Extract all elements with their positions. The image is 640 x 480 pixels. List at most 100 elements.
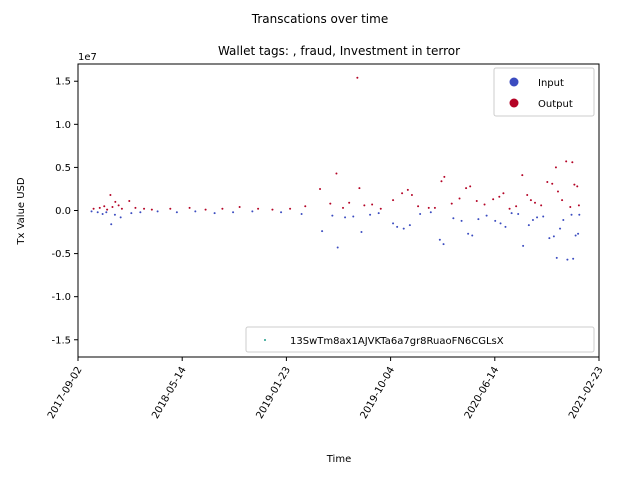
point-input-13	[232, 211, 235, 214]
point-output-49	[502, 192, 505, 195]
point-input-48	[542, 215, 545, 218]
point-output-18	[257, 207, 260, 210]
point-output-20	[289, 207, 292, 210]
point-input-28	[408, 224, 411, 227]
point-input-51	[555, 256, 558, 259]
point-input-9	[156, 210, 159, 213]
point-input-21	[352, 215, 355, 218]
x-tick-label-4: 2020-06-14	[463, 365, 502, 421]
point-output-17	[238, 206, 241, 209]
point-input-59	[578, 213, 581, 216]
legend-top-box	[493, 67, 595, 117]
point-input-16	[300, 212, 303, 215]
point-input-44	[522, 244, 525, 247]
chart-suptitle: Transcations over time	[251, 12, 388, 26]
point-input-40	[499, 222, 502, 225]
legend-bottom: 13SwTm8ax1AJVKTa6a7gr8RuaoFN6CGLsX	[245, 326, 595, 353]
chart-title: Wallet tags: , fraud, Investment in terr…	[218, 44, 460, 58]
point-input-33	[452, 217, 455, 220]
point-input-15	[280, 211, 283, 214]
point-output-6	[114, 200, 117, 203]
point-output-5	[111, 206, 114, 209]
point-input-0	[90, 210, 93, 213]
point-input-39	[494, 219, 497, 222]
y-tick-label-5: 1.0	[55, 120, 71, 131]
x-tick-label-1: 2018-05-14	[150, 365, 189, 421]
point-input-20	[344, 216, 347, 219]
y-offset-label: 1e7	[78, 52, 97, 63]
point-input-34	[460, 219, 463, 222]
point-output-66	[576, 185, 579, 188]
point-input-5	[113, 213, 116, 216]
legend-output-marker	[509, 98, 519, 108]
point-input-10	[175, 211, 178, 214]
point-output-41	[450, 202, 453, 205]
point-output-22	[319, 187, 322, 190]
point-input-37	[477, 218, 480, 221]
point-input-30	[429, 211, 432, 214]
point-output-21	[304, 205, 307, 208]
legend-top: Input Output	[493, 67, 595, 117]
point-output-0	[92, 207, 95, 210]
point-output-50	[508, 207, 511, 210]
point-output-4	[109, 193, 112, 196]
point-output-15	[204, 208, 207, 211]
y-tick-label-3: 0.0	[55, 206, 71, 217]
y-tick-label-2: -0.5	[51, 249, 71, 260]
point-output-32	[392, 199, 395, 202]
point-output-40	[443, 175, 446, 178]
point-input-24	[377, 212, 380, 215]
point-output-25	[342, 206, 345, 209]
point-output-33	[401, 192, 404, 195]
point-output-62	[565, 160, 568, 163]
point-output-53	[526, 193, 529, 196]
point-output-8	[120, 207, 123, 210]
legend-input-marker	[509, 77, 519, 87]
y-tick-label-1: -1.0	[51, 292, 71, 303]
point-input-22	[360, 231, 363, 234]
point-input-7	[130, 212, 133, 215]
point-output-3	[106, 208, 109, 211]
point-output-24	[335, 172, 338, 175]
point-input-45	[527, 224, 530, 227]
legend-input-label: Input	[538, 78, 564, 89]
point-output-44	[469, 185, 472, 188]
point-output-63	[569, 206, 572, 209]
y-axis-ticks: -1.5 -1.0 -0.5 0.0 0.5 1.0 1.5	[51, 77, 78, 346]
point-output-10	[134, 206, 137, 209]
x-tick-label-3: 2019-10-04	[359, 365, 398, 421]
point-output-52	[521, 174, 524, 177]
point-input-4	[110, 223, 113, 226]
point-input-53	[562, 218, 565, 221]
point-output-58	[551, 182, 554, 185]
point-output-28	[358, 187, 361, 190]
point-input-26	[396, 225, 399, 228]
point-input-2	[101, 212, 104, 215]
legend-bottom-box	[245, 326, 595, 353]
point-input-35	[467, 232, 470, 235]
point-output-59	[554, 166, 557, 169]
point-output-65	[573, 183, 576, 186]
point-output-34	[406, 188, 409, 191]
point-output-23	[329, 202, 332, 205]
point-input-55	[570, 213, 573, 216]
point-output-54	[529, 199, 532, 202]
point-output-51	[515, 205, 518, 208]
point-output-26	[348, 201, 351, 204]
point-output-2	[103, 205, 106, 208]
legend-wallet-label: 13SwTm8ax1AJVKTa6a7gr8RuaoFN6CGLsX	[290, 336, 504, 347]
point-output-43	[465, 187, 468, 190]
point-input-19	[336, 246, 339, 249]
point-input-36	[471, 234, 474, 237]
point-input-49	[548, 237, 551, 240]
legend-output-label: Output	[538, 99, 573, 110]
y-tick-label-0: -1.5	[51, 335, 71, 346]
point-output-29	[363, 204, 366, 207]
y-tick-label-6: 1.5	[55, 77, 71, 88]
point-output-1	[98, 206, 101, 209]
point-input-52	[559, 227, 562, 230]
point-input-14	[251, 210, 254, 213]
point-input-42	[510, 212, 513, 215]
point-output-11	[143, 207, 146, 210]
point-output-64	[571, 161, 574, 164]
